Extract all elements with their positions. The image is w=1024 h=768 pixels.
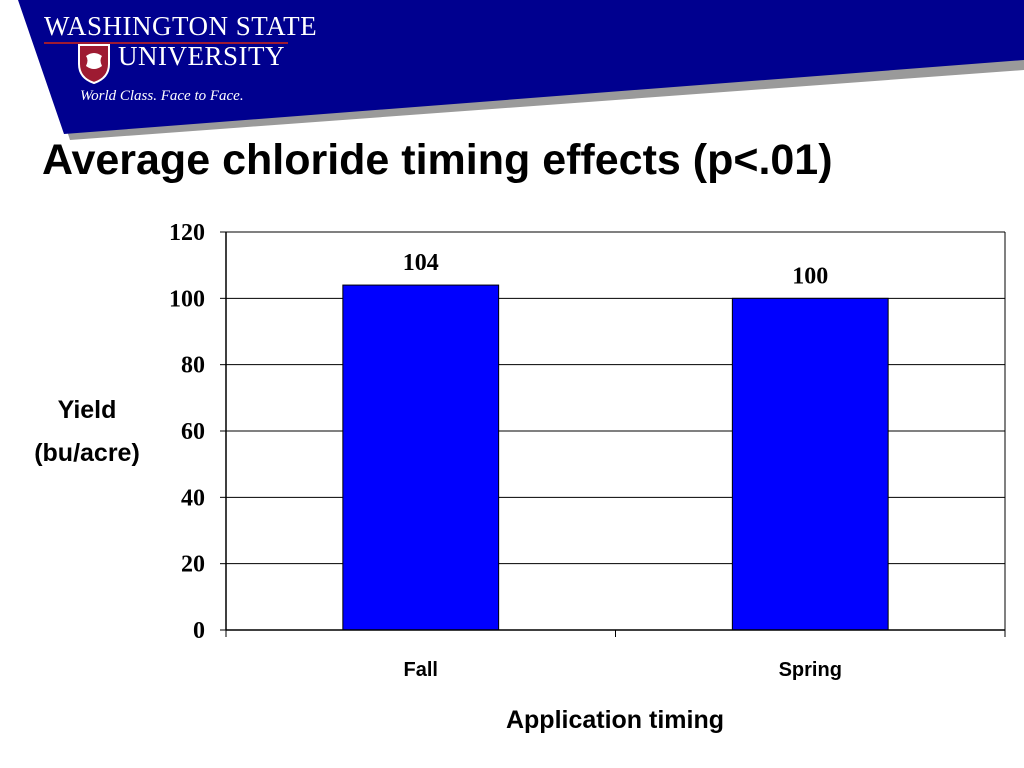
data-labels: 104 100	[403, 250, 829, 289]
y-tick-label: 80	[181, 353, 205, 379]
data-label: 100	[792, 263, 828, 289]
tagline: World Class. Face to Face.	[80, 88, 244, 104]
y-axis-title-line1: Yield	[58, 396, 117, 424]
y-tick-label: 120	[169, 220, 205, 246]
y-tick-label: 20	[181, 552, 205, 578]
y-tick-label: 60	[181, 419, 205, 445]
category-label: Spring	[779, 659, 842, 681]
logo-wordmark-line1: WASHINGTON STATE	[44, 11, 318, 41]
y-tick-label: 0	[193, 618, 205, 644]
data-label: 104	[403, 250, 439, 276]
bar-fall	[342, 284, 500, 631]
y-tick-label: 40	[181, 485, 205, 511]
logo-wordmark-line2: UNIVERSITY	[118, 41, 285, 71]
banner-band	[18, 0, 1024, 134]
y-tick-label: 100	[169, 286, 205, 312]
y-tick-labels: 0 20 40 60 80 100 120	[169, 220, 205, 644]
category-label: Fall	[404, 659, 438, 681]
cougar-shield-icon	[78, 44, 110, 84]
axes	[220, 231, 1006, 637]
bars	[342, 284, 889, 631]
x-axis-title: Application timing	[506, 706, 724, 734]
slide-title: Average chloride timing effects (p<.01)	[42, 136, 833, 184]
category-labels: Fall Spring	[404, 659, 842, 681]
y-axis-title-line2: (bu/acre)	[34, 439, 140, 467]
bar-spring	[731, 297, 889, 631]
logo-rule	[44, 42, 288, 44]
header-banner	[18, 0, 1024, 140]
